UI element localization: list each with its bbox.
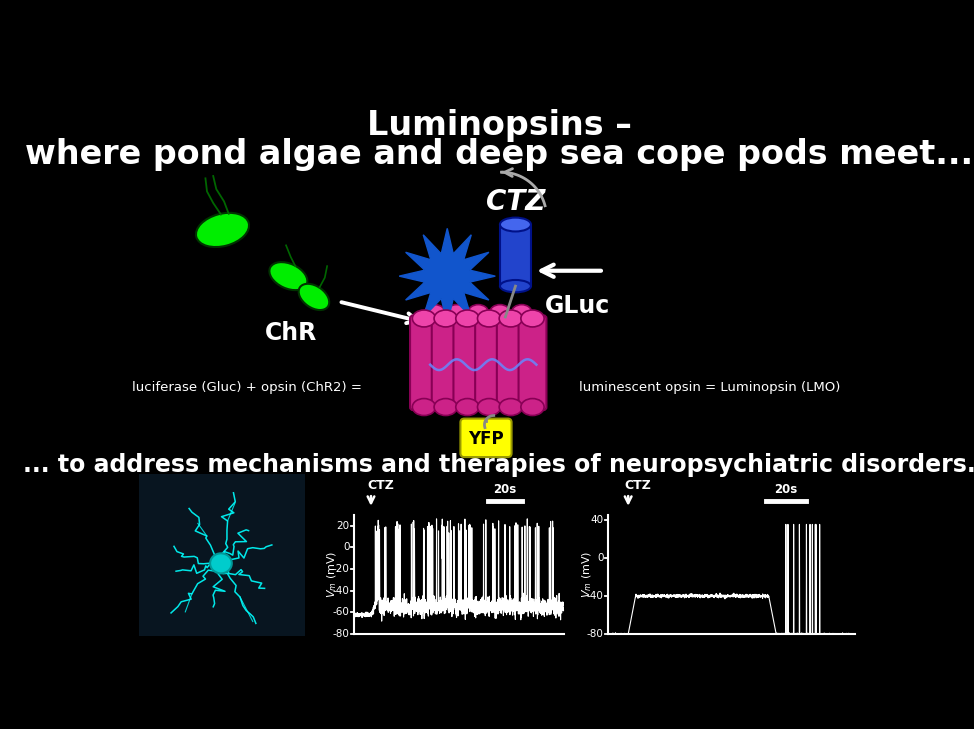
Text: $V_m$ (mV): $V_m$ (mV)	[325, 551, 339, 598]
Bar	[500, 225, 531, 286]
Ellipse shape	[434, 399, 458, 416]
Text: -40: -40	[333, 586, 350, 596]
Ellipse shape	[500, 218, 531, 232]
Text: where pond algae and deep sea cope pods meet...: where pond algae and deep sea cope pods …	[25, 139, 973, 171]
Text: 0: 0	[597, 553, 604, 563]
Ellipse shape	[196, 213, 249, 247]
FancyBboxPatch shape	[497, 316, 525, 410]
FancyBboxPatch shape	[454, 316, 481, 410]
Ellipse shape	[210, 553, 232, 573]
Text: luciferase (Gluc) + opsin (ChR2) =: luciferase (Gluc) + opsin (ChR2) =	[132, 381, 362, 394]
Ellipse shape	[500, 280, 531, 292]
Text: $V_m$ (mV): $V_m$ (mV)	[580, 551, 593, 598]
Ellipse shape	[477, 399, 501, 416]
Text: CTZ: CTZ	[624, 479, 652, 492]
Ellipse shape	[456, 310, 479, 327]
Text: luminescent opsin = Luminopsin (LMO): luminescent opsin = Luminopsin (LMO)	[579, 381, 841, 394]
Ellipse shape	[521, 310, 544, 327]
Text: 40: 40	[590, 515, 604, 525]
Text: ChR: ChR	[265, 321, 317, 345]
Text: -80: -80	[333, 629, 350, 639]
Ellipse shape	[511, 305, 532, 320]
Ellipse shape	[468, 305, 488, 320]
Ellipse shape	[446, 305, 467, 320]
Text: 0: 0	[343, 542, 350, 553]
Text: CTZ: CTZ	[367, 479, 394, 492]
Text: -60: -60	[333, 607, 350, 617]
Text: -40: -40	[587, 591, 604, 601]
Ellipse shape	[270, 262, 308, 290]
FancyBboxPatch shape	[461, 418, 511, 457]
Text: 20: 20	[336, 521, 350, 531]
Text: -80: -80	[587, 629, 604, 639]
Text: 20s: 20s	[774, 483, 798, 496]
Ellipse shape	[412, 310, 435, 327]
FancyBboxPatch shape	[475, 316, 503, 410]
Ellipse shape	[456, 399, 479, 416]
Bar	[139, 474, 306, 636]
Ellipse shape	[490, 305, 510, 320]
FancyBboxPatch shape	[518, 316, 546, 410]
Ellipse shape	[412, 399, 435, 416]
Ellipse shape	[425, 305, 445, 320]
FancyBboxPatch shape	[431, 316, 460, 410]
Text: ... to address mechanisms and therapies of neuropsychiatric disorders.: ... to address mechanisms and therapies …	[22, 453, 974, 477]
Text: YFP: YFP	[468, 430, 504, 448]
Text: -20: -20	[333, 564, 350, 574]
Ellipse shape	[499, 310, 522, 327]
Text: CTZ: CTZ	[486, 187, 545, 216]
Ellipse shape	[477, 310, 501, 327]
FancyBboxPatch shape	[410, 316, 438, 410]
Text: 20s: 20s	[493, 483, 516, 496]
Ellipse shape	[521, 399, 544, 416]
Ellipse shape	[434, 310, 458, 327]
Text: Luminopsins –: Luminopsins –	[367, 109, 631, 142]
Ellipse shape	[499, 399, 522, 416]
Ellipse shape	[299, 284, 329, 310]
Text: GLuc: GLuc	[544, 294, 610, 318]
Polygon shape	[399, 228, 496, 324]
